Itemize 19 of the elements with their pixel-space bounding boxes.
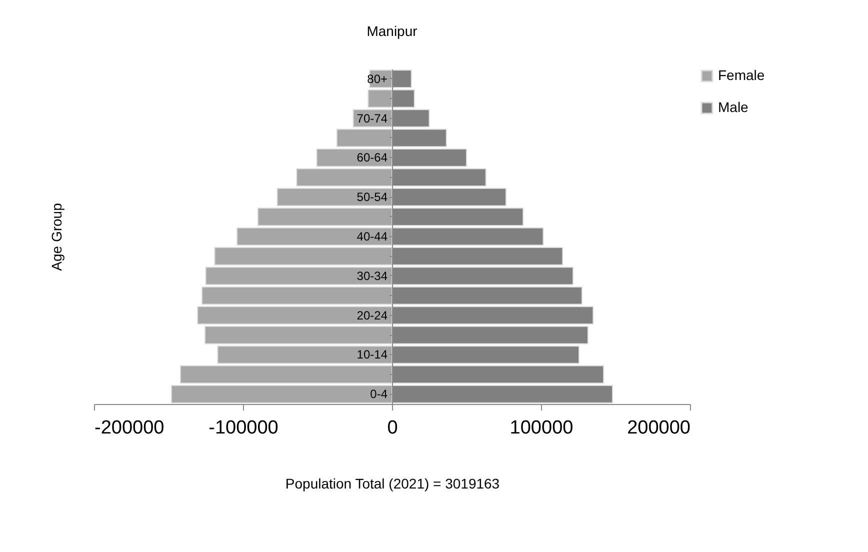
x-tick-label: -200000 bbox=[94, 418, 164, 438]
legend-label: Male bbox=[718, 99, 749, 115]
y-tick-label: 0-4 bbox=[370, 387, 388, 402]
y-tick-label: 50-54 bbox=[356, 190, 388, 204]
y-tick-label: 70-74 bbox=[356, 111, 388, 126]
x-axis-title: Population Total (2021) = 3019163 bbox=[285, 476, 500, 492]
y-axis-title: Age Group bbox=[48, 202, 64, 271]
y-tick-label: 10-14 bbox=[356, 348, 388, 362]
legend-label: Female bbox=[718, 67, 765, 83]
y-tick-label: 40-44 bbox=[356, 230, 388, 244]
y-tick-label: 60-64 bbox=[356, 150, 388, 165]
x-tick-label: 0 bbox=[387, 418, 398, 438]
x-tick-label: 200000 bbox=[627, 418, 690, 438]
x-tick-label: -100000 bbox=[208, 418, 278, 438]
y-tick-label: 30-34 bbox=[356, 268, 388, 283]
chart-title: Manipur bbox=[366, 23, 418, 39]
x-tick-label: 100000 bbox=[510, 418, 574, 438]
y-tick-label: 20-24 bbox=[356, 308, 388, 322]
y-tick-label: 80+ bbox=[367, 72, 388, 86]
